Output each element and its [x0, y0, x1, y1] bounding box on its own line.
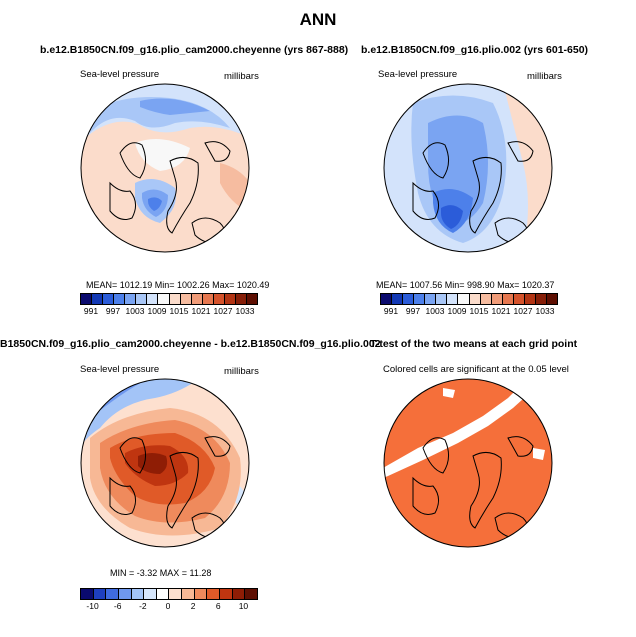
- colorbar-swatch: [125, 294, 137, 304]
- panel-title-top-right: b.e12.B1850CN.f09_g16.plio.002 (yrs 601-…: [361, 44, 589, 56]
- colorbar-swatch: [245, 589, 257, 599]
- map-bottom-left: [80, 378, 250, 548]
- colorbar-swatch: [246, 294, 257, 304]
- colorbar-swatch: [169, 589, 183, 599]
- colorbar-tick-label: 1027: [513, 306, 533, 316]
- colorbar-swatch: [92, 294, 104, 304]
- colorbar-swatch: [158, 294, 170, 304]
- colorbar-swatch: [469, 294, 481, 304]
- colorbar-swatch: [436, 294, 448, 304]
- colorbar-swatch: [182, 589, 195, 599]
- colorbar-swatch: [524, 294, 536, 304]
- map-bottom-right: [383, 378, 553, 548]
- map-top-left: [80, 83, 250, 253]
- colorbar-bottom-left: [80, 588, 258, 600]
- colorbar-swatch: [447, 294, 459, 304]
- colorbar-swatch: [235, 294, 247, 304]
- colorbar-tick-label: 1009: [147, 306, 167, 316]
- colorbar-swatch: [513, 294, 525, 304]
- colorbar-swatch: [81, 294, 93, 304]
- colorbar-swatch: [81, 589, 94, 599]
- significance-label: Colored cells are significant at the 0.0…: [383, 364, 569, 375]
- colorbar-tick-label: 0: [165, 601, 171, 611]
- colorbar-tick-label: 1033: [235, 306, 255, 316]
- stats-top-right: MEAN= 1007.56 Min= 998.90 Max= 1020.37: [376, 280, 555, 290]
- colorbar-tick-label: 1021: [191, 306, 211, 316]
- colorbar-swatch: [93, 589, 107, 599]
- colorbar-swatch: [458, 294, 470, 304]
- colorbar-swatch: [114, 294, 126, 304]
- map-top-right: [383, 83, 553, 253]
- colorbar-top-left: [80, 293, 258, 305]
- colorbar-swatch: [103, 294, 115, 304]
- variable-label: Sea-level pressure: [80, 364, 160, 375]
- colorbar-swatch: [392, 294, 404, 304]
- colorbar-tick-label: 991: [383, 306, 399, 316]
- colorbar-swatch: [136, 294, 148, 304]
- colorbar-tick-label: 1003: [125, 306, 145, 316]
- figure-title: ANN: [299, 10, 337, 29]
- colorbar-swatch: [381, 294, 393, 304]
- colorbar-swatch: [502, 294, 514, 304]
- colorbar-swatch: [202, 294, 214, 304]
- colorbar-tick-label: -6: [113, 601, 122, 611]
- panel-title-bottom-right: T-test of the two means at each grid poi…: [370, 338, 578, 350]
- variable-label: Sea-level pressure: [80, 69, 160, 80]
- colorbar-swatch: [414, 294, 426, 304]
- colorbar-swatch: [180, 294, 192, 304]
- colorbar-swatch: [491, 294, 503, 304]
- colorbar-swatch: [191, 294, 203, 304]
- colorbar-swatch: [403, 294, 415, 304]
- colorbar-tick-label: 1009: [447, 306, 467, 316]
- colorbar-tick-label: 1027: [213, 306, 233, 316]
- colorbar-swatch: [131, 589, 145, 599]
- colorbar-tick-label: 1021: [491, 306, 511, 316]
- panel-title-top-left: b.e12.B1850CN.f09_g16.plio_cam2000.cheye…: [40, 44, 349, 56]
- colorbar-tick-label: 1015: [469, 306, 489, 316]
- variable-label: Sea-level pressure: [378, 69, 458, 80]
- colorbar-swatch: [194, 589, 208, 599]
- colorbar-swatch: [232, 589, 246, 599]
- units-label: millibars: [224, 71, 259, 82]
- units-label: millibars: [527, 71, 562, 82]
- colorbar-tick-label: 1033: [535, 306, 555, 316]
- panel-title-bottom-left: B1850CN.f09_g16.plio_cam2000.cheyenne - …: [0, 338, 381, 350]
- colorbar-swatch: [480, 294, 492, 304]
- colorbar-swatch: [144, 589, 157, 599]
- colorbar-tick-label: 6: [215, 601, 221, 611]
- colorbar-swatch: [156, 589, 170, 599]
- colorbar-swatch: [118, 589, 132, 599]
- colorbar-swatch: [147, 294, 159, 304]
- colorbar-swatch: [224, 294, 236, 304]
- colorbar-swatch: [207, 589, 221, 599]
- colorbar-tick-label: 1003: [425, 306, 445, 316]
- colorbar-swatch: [535, 294, 547, 304]
- colorbar-tick-label: 10: [238, 601, 249, 611]
- colorbar-swatch: [425, 294, 437, 304]
- colorbar-tick-label: -10: [86, 601, 99, 611]
- colorbar-tick-label: 991: [83, 306, 99, 316]
- colorbar-swatch: [546, 294, 557, 304]
- colorbar-tick-label: 997: [405, 306, 421, 316]
- colorbar-tick-label: 2: [190, 601, 196, 611]
- units-label: millibars: [224, 366, 259, 377]
- colorbar-swatch: [106, 589, 119, 599]
- colorbar-swatch: [169, 294, 181, 304]
- stats-top-left: MEAN= 1012.19 Min= 1002.26 Max= 1020.49: [86, 280, 270, 290]
- colorbar-top-right: [380, 293, 558, 305]
- colorbar-swatch: [220, 589, 233, 599]
- colorbar-tick-label: -2: [139, 601, 147, 611]
- stats-bottom-left: MIN = -3.32 MAX = 11.28: [110, 568, 212, 578]
- colorbar-tick-label: 1015: [169, 306, 189, 316]
- colorbar-tick-label: 997: [105, 306, 121, 316]
- colorbar-swatch: [213, 294, 225, 304]
